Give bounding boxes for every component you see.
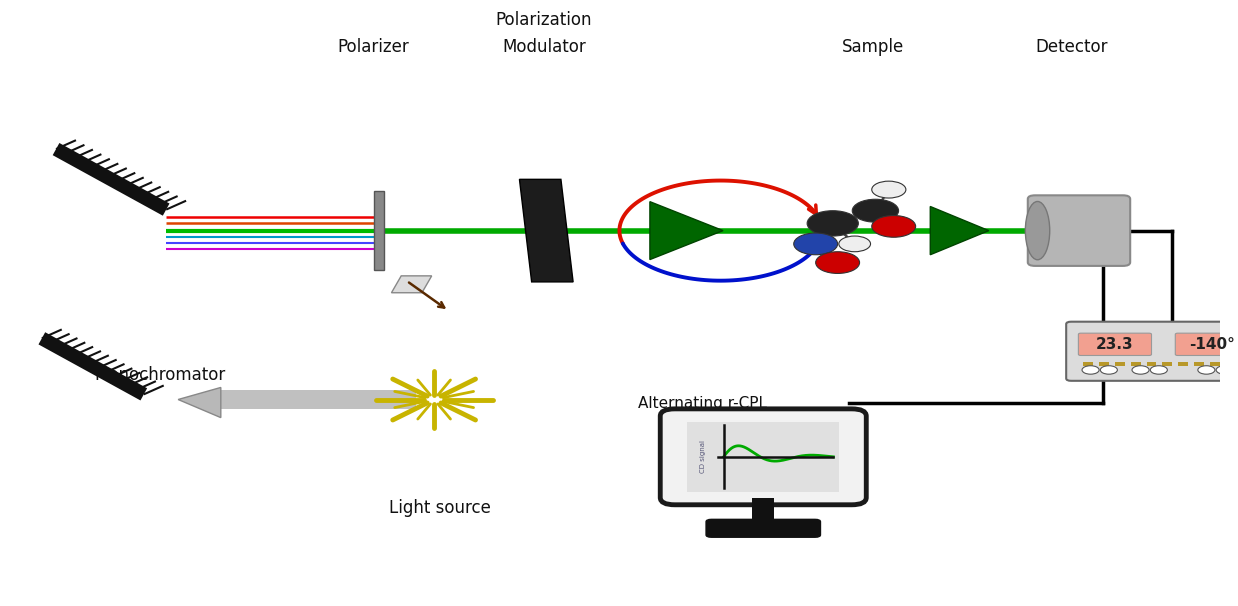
Bar — [214, 390, 416, 409]
Circle shape — [1101, 366, 1118, 374]
Bar — [1162, 362, 1172, 367]
FancyBboxPatch shape — [1175, 333, 1238, 356]
Ellipse shape — [1025, 201, 1050, 260]
Circle shape — [816, 251, 859, 273]
Bar — [1195, 362, 1203, 367]
Circle shape — [1082, 366, 1099, 374]
Circle shape — [872, 181, 906, 198]
FancyBboxPatch shape — [1028, 195, 1130, 266]
FancyBboxPatch shape — [706, 519, 821, 538]
Bar — [1179, 362, 1188, 367]
FancyBboxPatch shape — [660, 409, 867, 505]
Text: Polarizer: Polarizer — [337, 38, 409, 56]
Bar — [1146, 362, 1156, 367]
Text: CD signal: CD signal — [699, 441, 706, 473]
Text: -140°: -140° — [1188, 337, 1234, 352]
Polygon shape — [650, 202, 723, 259]
Circle shape — [852, 199, 899, 222]
Polygon shape — [930, 207, 989, 255]
Circle shape — [794, 233, 838, 255]
Circle shape — [1132, 366, 1149, 374]
Text: 23.3: 23.3 — [1096, 337, 1134, 352]
Circle shape — [807, 211, 858, 236]
Bar — [1099, 362, 1109, 367]
Text: Modulator: Modulator — [501, 38, 586, 56]
Text: Alternating r-CPL
and l-CPL: Alternating r-CPL and l-CPL — [638, 396, 766, 429]
Circle shape — [839, 236, 870, 251]
Text: Monochromator: Monochromator — [94, 367, 225, 384]
Text: Detector: Detector — [1035, 38, 1108, 56]
Bar — [1226, 362, 1236, 367]
Bar — [1210, 362, 1219, 367]
Text: Sample: Sample — [842, 38, 904, 56]
Polygon shape — [178, 387, 220, 418]
Text: Light source: Light source — [389, 499, 491, 517]
Circle shape — [1150, 366, 1167, 374]
Polygon shape — [391, 276, 432, 293]
Bar — [687, 422, 839, 491]
FancyBboxPatch shape — [1078, 333, 1151, 356]
Circle shape — [1198, 366, 1214, 374]
Bar — [1130, 362, 1140, 367]
Bar — [753, 498, 774, 522]
Bar — [1115, 362, 1124, 367]
Circle shape — [1216, 366, 1233, 374]
Bar — [1083, 362, 1093, 367]
Circle shape — [872, 216, 916, 237]
FancyBboxPatch shape — [1066, 322, 1238, 381]
Text: Polarization: Polarization — [495, 10, 592, 28]
Polygon shape — [520, 179, 573, 282]
Bar — [374, 191, 384, 270]
